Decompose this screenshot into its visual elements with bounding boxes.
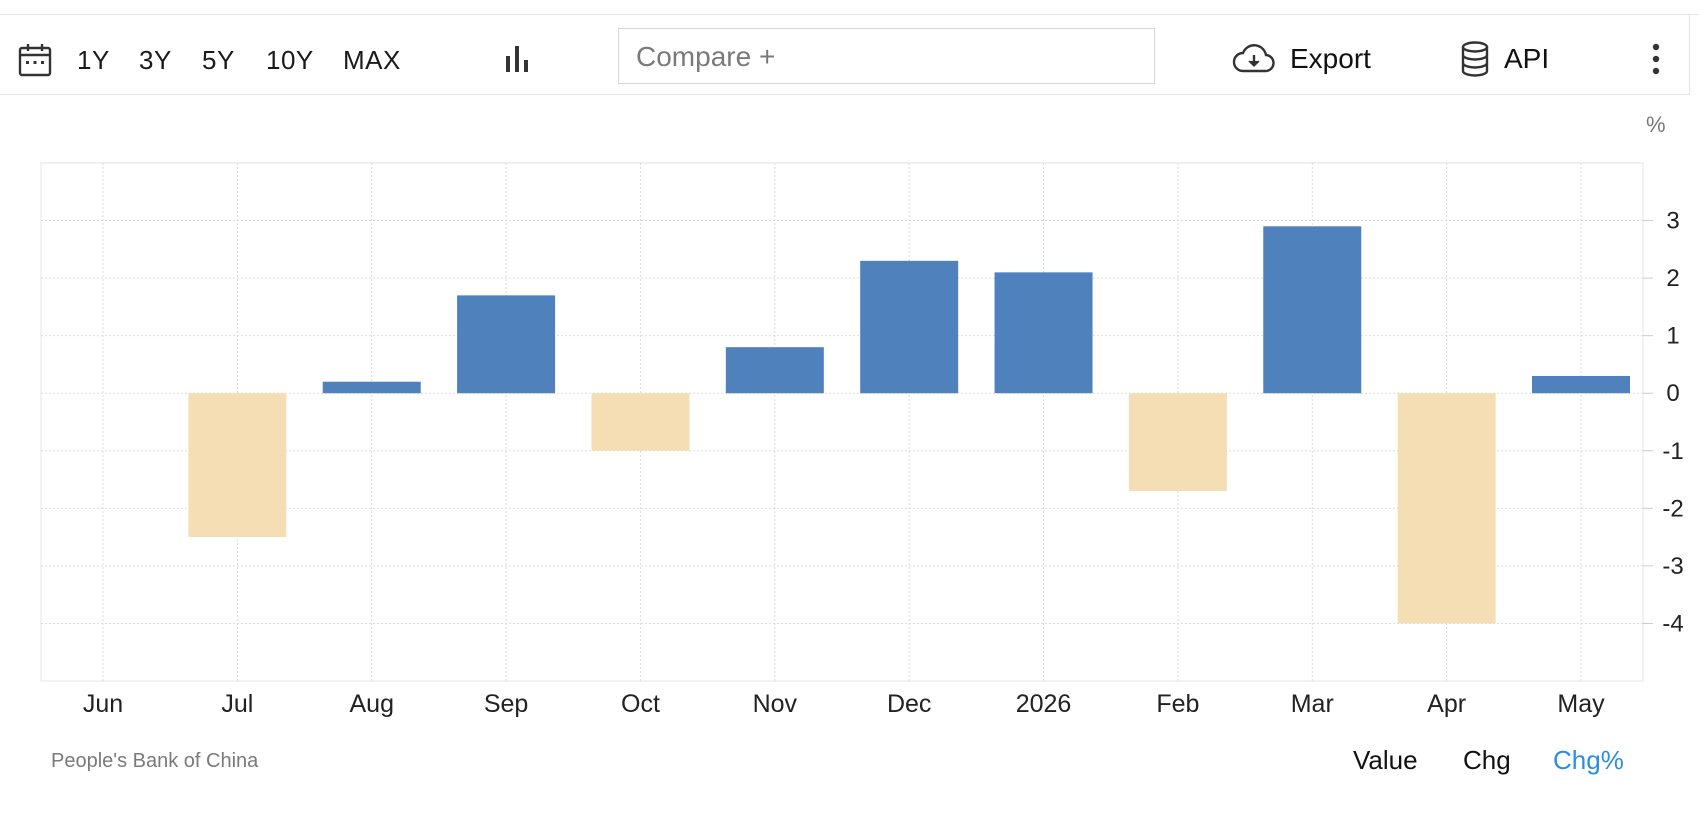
y-tick-label: -2: [1662, 495, 1683, 522]
top-divider: [0, 14, 1699, 15]
range-3y-button[interactable]: 3Y: [139, 45, 172, 75]
x-tick-label: Jul: [221, 690, 253, 718]
source-label: People's Bank of China: [51, 750, 259, 772]
bar: [725, 347, 824, 394]
bar: [860, 260, 959, 394]
y-tick-label: -4: [1662, 610, 1683, 637]
bar-chart-icon[interactable]: [503, 44, 531, 74]
api-label: API: [1504, 43, 1550, 74]
x-tick-label: Apr: [1427, 690, 1466, 718]
bar: [1532, 375, 1630, 394]
x-tick-label: 2026: [1016, 690, 1072, 718]
bar: [591, 393, 690, 451]
cloud-download-icon: [1232, 44, 1275, 73]
view-value-tab[interactable]: Value: [1353, 745, 1418, 775]
bar: [188, 393, 287, 538]
y-tick-label: -1: [1662, 438, 1683, 465]
x-tick-label: Nov: [753, 690, 798, 718]
x-tick-label: Dec: [887, 690, 931, 718]
bar: [1128, 393, 1227, 492]
export-label: Export: [1290, 43, 1371, 74]
x-tick-label: Oct: [621, 690, 660, 718]
api-button[interactable]: API: [1460, 37, 1549, 81]
range-5y-button[interactable]: 5Y: [202, 45, 235, 75]
bar: [994, 272, 1093, 394]
bar: [1397, 393, 1496, 624]
range-10y-button[interactable]: 10Y: [266, 45, 314, 75]
y-tick-label: 2: [1666, 265, 1679, 292]
x-tick-label: Mar: [1291, 690, 1334, 718]
view-chg-tab[interactable]: Chg: [1463, 745, 1511, 775]
chart-toolbar: 1Y 3Y 5Y 10Y MAX Compare + Export API: [0, 15, 1690, 95]
bar-chart: 3 2 1 0 -1 -2 -3 -4 Jun Jul Aug Sep Oct Nov Dec 2026 Feb…: [40, 162, 1684, 718]
y-tick-label: 1: [1666, 323, 1679, 350]
range-max-button[interactable]: MAX: [343, 45, 401, 75]
export-button[interactable]: Export: [1232, 37, 1371, 81]
range-1y-button[interactable]: 1Y: [77, 45, 110, 75]
x-tick-label: Feb: [1156, 690, 1199, 718]
unit-label: %: [1646, 112, 1666, 137]
bar: [1263, 226, 1362, 394]
bar: [322, 381, 421, 394]
x-tick-label: May: [1557, 690, 1605, 718]
y-tick-label: -3: [1662, 553, 1683, 580]
y-tick-label: 3: [1666, 208, 1679, 235]
database-icon: [1461, 41, 1489, 77]
x-tick-label: Aug: [349, 690, 393, 718]
bar: [457, 295, 556, 394]
y-tick-label: 0: [1666, 380, 1679, 407]
x-tick-label: Jun: [83, 690, 123, 718]
x-tick-label: Sep: [484, 690, 528, 718]
calendar-icon[interactable]: [18, 43, 52, 77]
more-options-icon[interactable]: [1648, 41, 1664, 77]
view-chg-percent-tab[interactable]: Chg%: [1553, 745, 1624, 775]
compare-input[interactable]: Compare +: [618, 28, 1155, 84]
